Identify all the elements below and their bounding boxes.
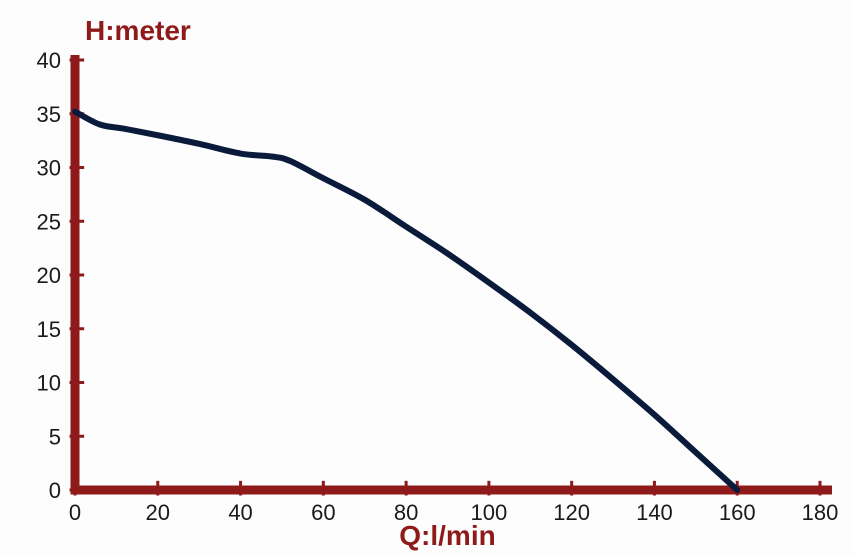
x-tick-label: 140 (636, 500, 673, 525)
x-tick-label: 20 (146, 500, 170, 525)
x-tick-label: 0 (69, 500, 81, 525)
x-tick-label: 160 (719, 500, 756, 525)
y-tick-label: 0 (49, 478, 61, 503)
y-tick-label: 20 (37, 263, 61, 288)
y-tick-label: 35 (37, 102, 61, 127)
x-tick-label: 60 (311, 500, 335, 525)
chart-svg: 0204060801001201401601800510152025303540… (0, 0, 854, 555)
y-tick-label: 30 (37, 156, 61, 181)
pump-curve-chart: 0204060801001201401601800510152025303540… (0, 0, 854, 555)
y-tick-label: 15 (37, 317, 61, 342)
y-tick-label: 10 (37, 371, 61, 396)
y-axis-title: H:meter (85, 15, 191, 46)
x-tick-label: 40 (228, 500, 252, 525)
y-tick-label: 25 (37, 209, 61, 234)
y-tick-label: 40 (37, 48, 61, 73)
x-axis-title: Q:l/min (399, 520, 495, 551)
y-tick-label: 5 (49, 424, 61, 449)
x-tick-label: 180 (802, 500, 839, 525)
x-tick-label: 120 (553, 500, 590, 525)
